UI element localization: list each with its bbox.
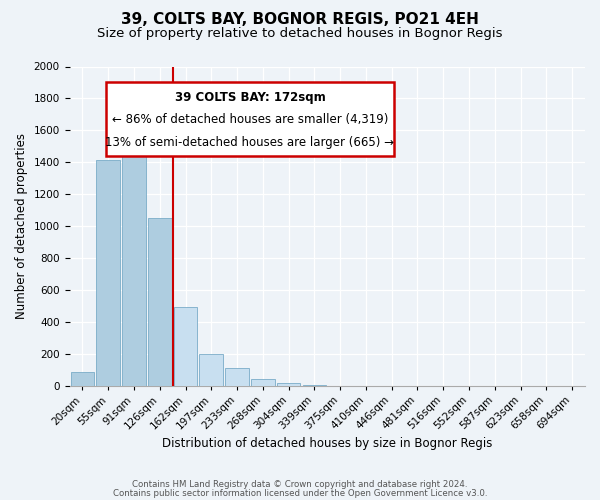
Bar [277,383,301,386]
Text: Contains public sector information licensed under the Open Government Licence v3: Contains public sector information licen… [113,489,487,498]
Text: 39 COLTS BAY: 172sqm: 39 COLTS BAY: 172sqm [175,90,325,104]
Text: Contains HM Land Registry data © Crown copyright and database right 2024.: Contains HM Land Registry data © Crown c… [132,480,468,489]
Text: 13% of semi-detached houses are larger (665) →: 13% of semi-detached houses are larger (… [106,136,394,149]
Bar [251,379,275,386]
Text: Size of property relative to detached houses in Bognor Regis: Size of property relative to detached ho… [97,28,503,40]
Text: 39, COLTS BAY, BOGNOR REGIS, PO21 4EH: 39, COLTS BAY, BOGNOR REGIS, PO21 4EH [121,12,479,28]
Bar [302,385,326,386]
Bar [173,308,197,386]
X-axis label: Distribution of detached houses by size in Bognor Regis: Distribution of detached houses by size … [162,437,493,450]
FancyBboxPatch shape [106,82,394,156]
Y-axis label: Number of detached properties: Number of detached properties [15,133,28,319]
Bar [199,354,223,386]
Bar [97,160,120,386]
Bar [225,368,249,386]
Bar [71,372,94,386]
Bar [122,130,146,386]
Bar [148,218,172,386]
Text: ← 86% of detached houses are smaller (4,319): ← 86% of detached houses are smaller (4,… [112,112,388,126]
